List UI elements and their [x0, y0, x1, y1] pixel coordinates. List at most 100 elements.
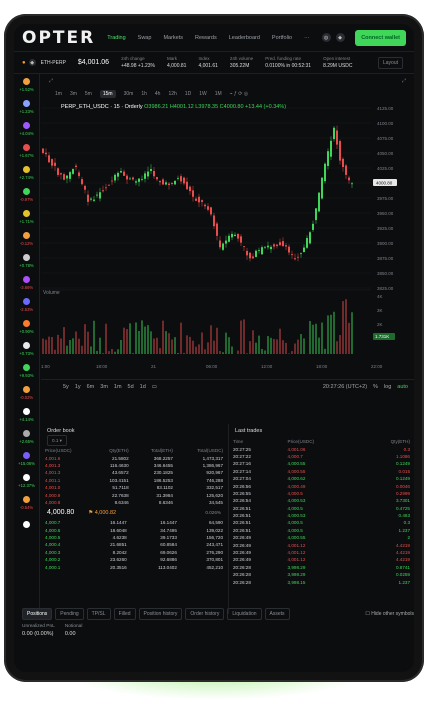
- token-icon: [23, 452, 30, 459]
- orderbook-row[interactable]: 4,001.1 103.4151 186.5253 746,288: [41, 477, 227, 484]
- orderbook-row[interactable]: 4,000.9 22.7638 31.3984 125,620: [41, 491, 227, 498]
- nav-trading[interactable]: Trading: [107, 34, 126, 41]
- nav-markets[interactable]: Markets: [163, 34, 183, 41]
- watchlist-item[interactable]: -0.02%: [14, 382, 39, 404]
- range-5d[interactable]: 5d: [127, 384, 134, 390]
- trade-cell: 20:26:28: [233, 572, 251, 578]
- watchlist-item[interactable]: +0.90%: [14, 316, 39, 338]
- tf-1d[interactable]: 1D: [184, 91, 192, 97]
- crosshair-icon[interactable]: ⤢: [49, 78, 54, 84]
- tf-1w[interactable]: 1W: [199, 91, 207, 97]
- watchlist-item[interactable]: +4.04%: [14, 118, 39, 140]
- log-toggle[interactable]: log: [383, 384, 392, 390]
- orderbook-row[interactable]: 4,001.3 116.4630 346.6455 1,386,967: [41, 462, 227, 469]
- trade-cell: 4,000.49: [287, 483, 306, 489]
- watchlist-item[interactable]: +1.67%: [14, 140, 39, 162]
- tab-order-history[interactable]: Order history: [185, 608, 225, 620]
- watchlist-item[interactable]: -3.66%: [14, 272, 39, 294]
- nav-rewards[interactable]: Rewards: [195, 34, 217, 41]
- orderbook-row[interactable]: 4,000.3 8.2042 69.0626 276,290: [41, 549, 227, 556]
- watchlist-item[interactable]: +4.14%: [14, 404, 39, 426]
- layout-button[interactable]: Layout: [377, 56, 403, 69]
- nav-leaderboard[interactable]: Leaderboard: [228, 34, 260, 41]
- candle-body: [135, 181, 137, 183]
- candle-body: [183, 177, 185, 184]
- fullscreen-icon[interactable]: ⤢: [401, 78, 406, 84]
- watchlist-item[interactable]: +1.71%: [14, 206, 39, 228]
- calendar-icon[interactable]: ▭: [151, 384, 157, 390]
- range-1y[interactable]: 1y: [74, 384, 81, 390]
- orderbook-row[interactable]: 4,001.0 51.7118 83.1102 332,517: [41, 484, 227, 491]
- indicators-icon[interactable]: ⌁ ƒ ⟳ ◎: [229, 91, 249, 97]
- range-5y[interactable]: 5y: [63, 384, 69, 390]
- tf-4h[interactable]: 4h: [154, 91, 161, 97]
- range-6m[interactable]: 6m: [86, 384, 95, 390]
- tf-5m[interactable]: 5m: [84, 91, 92, 97]
- tf-15m[interactable]: 15m: [99, 90, 116, 98]
- auto-toggle[interactable]: auto: [397, 384, 408, 390]
- range-1d[interactable]: 1d: [139, 384, 146, 390]
- more-icon[interactable]: ···: [304, 34, 310, 41]
- connect-wallet-button[interactable]: Connect wallet: [355, 29, 406, 46]
- trade-cell: 20:26:51: [233, 513, 251, 519]
- watchlist-item[interactable]: +1.52%: [14, 74, 39, 96]
- stat-24h-change: 24h change +48.98 +1.23%: [121, 56, 155, 69]
- tick-size-select[interactable]: 0.1 ▾: [47, 435, 67, 446]
- tf-12h[interactable]: 12h: [168, 91, 177, 97]
- watchlist-item[interactable]: +9.93%: [14, 360, 39, 382]
- tab-filled[interactable]: Filled: [113, 608, 136, 620]
- tab-liquidation[interactable]: Liquidation: [227, 608, 262, 620]
- watchlist-item[interactable]: +12.37%: [14, 470, 39, 492]
- orderbook-row[interactable]: 4,000.2 23.6260 92.6886 370,801: [41, 556, 227, 563]
- watchlist-item[interactable]: +0.73%: [14, 338, 39, 360]
- price-tick: 4025.00: [377, 166, 394, 171]
- watchlist-item[interactable]: -0.97%: [14, 184, 39, 206]
- candlestick-chart[interactable]: 4125.00 4100.00 4075.00 4050.00 4025.00 4000.…: [41, 100, 414, 380]
- trade-cell: 20:26:51: [233, 520, 251, 526]
- watchlist-item[interactable]: [14, 514, 39, 536]
- watchlist-item[interactable]: +2.65%: [14, 426, 39, 448]
- watchlist-change: +15.06%: [18, 461, 35, 466]
- orderbook-row[interactable]: 4,000.4 21.6851 60.8584 243,471: [41, 541, 227, 548]
- hide-other-symbols-checkbox[interactable]: ☐ Hide other symbols: [365, 611, 414, 617]
- tab-positions[interactable]: Positions: [22, 608, 53, 620]
- tf-30m[interactable]: 30m: [123, 91, 134, 97]
- tab-pending[interactable]: Pending: [55, 608, 84, 620]
- watchlist-item[interactable]: -0.12%: [14, 228, 39, 250]
- watchlist-item[interactable]: -2.53%: [14, 294, 39, 316]
- network-icon[interactable]: ◆: [335, 33, 345, 42]
- volume-bar: [222, 352, 224, 354]
- watchlist-item[interactable]: +2.74%: [14, 162, 39, 184]
- chart-canvas[interactable]: 4125.00 4100.00 4075.00 4050.00 4025.00 4000.…: [41, 100, 414, 380]
- tab-position-history[interactable]: Position history: [138, 608, 183, 620]
- nav-swap[interactable]: Swap: [137, 34, 152, 41]
- tf-1h[interactable]: 1h: [141, 91, 147, 97]
- watchlist-item[interactable]: +15.06%: [14, 448, 39, 470]
- tab-tpsl[interactable]: TP/SL: [86, 608, 111, 620]
- orderbook-row[interactable]: 4,001.3 43.6572 230.1825 920,967: [41, 469, 227, 476]
- trades-header-qty: Qty(ETH): [390, 439, 410, 445]
- watchlist-item[interactable]: +0.78%: [14, 250, 39, 272]
- percent-toggle[interactable]: %: [373, 384, 378, 390]
- orderbook-row[interactable]: 4,000.7 16.1447 16.1447 64,590: [41, 519, 227, 526]
- orderbook-row[interactable]: 4,000.5 4.6238 39.1733 156,720: [41, 534, 227, 541]
- orderbook-row[interactable]: 4,000.6 18.6048 34.7495 139,022: [41, 527, 227, 534]
- nav-portfolio[interactable]: Portfolio: [271, 34, 293, 41]
- trade-row: 20:26:56 4,000.49 0.0046: [229, 482, 414, 489]
- globe-icon[interactable]: ◍: [321, 33, 331, 42]
- watchlist-item[interactable]: +1.23%: [14, 96, 39, 118]
- orderbook-row[interactable]: 4,001.6 21.5802 368.2257 1,473,317: [41, 454, 227, 461]
- tab-assets[interactable]: Assets: [264, 608, 290, 620]
- trade-cell: 4.4219: [395, 542, 410, 548]
- range-3m[interactable]: 3m: [100, 384, 108, 390]
- tf-1m-month[interactable]: 1M: [214, 91, 222, 97]
- tf-1m[interactable]: 1m: [55, 91, 62, 97]
- orderbook-cell: 186.5253: [153, 477, 173, 483]
- range-1m[interactable]: 1m: [113, 384, 122, 390]
- tf-3m[interactable]: 3m: [69, 91, 77, 97]
- orderbook-row[interactable]: 4,000.8 8.6346 8.6346 34,545: [41, 499, 227, 506]
- candle-body: [168, 183, 170, 186]
- orderbook-row[interactable]: 4,000.1 20.3516 113.0402 452,210: [41, 563, 227, 570]
- market-selector[interactable]: ● ◆ ETH-PERP: [22, 59, 66, 66]
- watchlist-item[interactable]: -0.54%: [14, 492, 39, 514]
